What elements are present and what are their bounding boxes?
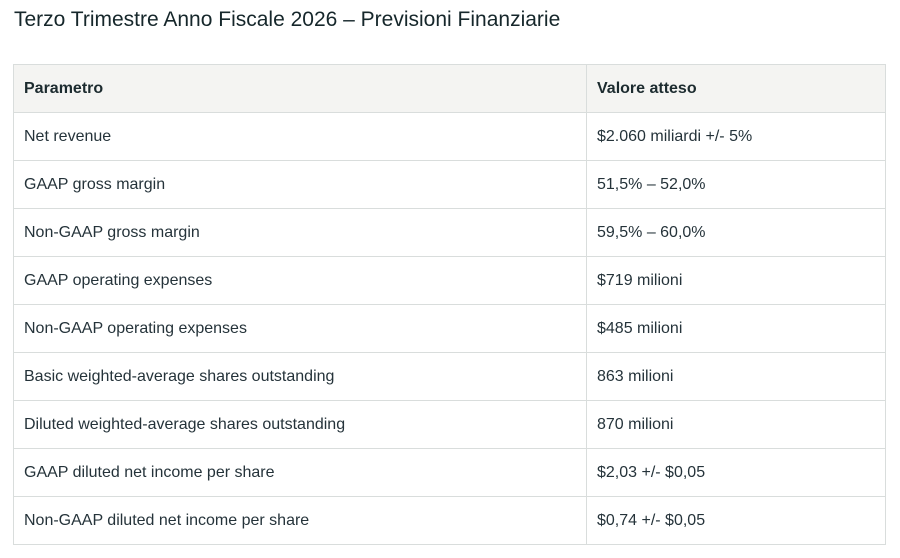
parameter-cell: GAAP operating expenses bbox=[13, 256, 587, 305]
parameter-cell: Non-GAAP operating expenses bbox=[13, 304, 587, 353]
value-cell: $0,74 +/- $0,05 bbox=[586, 496, 886, 545]
parameter-cell: GAAP diluted net income per share bbox=[13, 448, 587, 497]
table-row: Basic weighted-average shares outstandin… bbox=[13, 352, 886, 401]
value-cell: 59,5% – 60,0% bbox=[586, 208, 886, 257]
table-row: Non-GAAP diluted net income per share $0… bbox=[13, 496, 886, 545]
page-title: Terzo Trimestre Anno Fiscale 2026 – Prev… bbox=[14, 8, 561, 31]
parameter-cell: Basic weighted-average shares outstandin… bbox=[13, 352, 587, 401]
table-row: Non-GAAP gross margin 59,5% – 60,0% bbox=[13, 208, 886, 257]
parameter-cell: Non-GAAP gross margin bbox=[13, 208, 587, 257]
value-cell: $485 milioni bbox=[586, 304, 886, 353]
parameter-cell: Diluted weighted-average shares outstand… bbox=[13, 400, 587, 449]
value-cell: $2,03 +/- $0,05 bbox=[586, 448, 886, 497]
parameter-cell: Net revenue bbox=[13, 112, 587, 161]
table-header-row: Parametro Valore atteso bbox=[13, 64, 886, 113]
value-cell: 870 milioni bbox=[586, 400, 886, 449]
table-row: GAAP gross margin 51,5% – 52,0% bbox=[13, 160, 886, 209]
table-row: Non-GAAP operating expenses $485 milioni bbox=[13, 304, 886, 353]
table-row: Diluted weighted-average shares outstand… bbox=[13, 400, 886, 449]
table-row: GAAP operating expenses $719 milioni bbox=[13, 256, 886, 305]
guidance-table: Parametro Valore atteso Net revenue $2.0… bbox=[13, 64, 886, 545]
parameter-cell: GAAP gross margin bbox=[13, 160, 587, 209]
value-cell: 863 milioni bbox=[586, 352, 886, 401]
table-row: GAAP diluted net income per share $2,03 … bbox=[13, 448, 886, 497]
parameter-cell: Non-GAAP diluted net income per share bbox=[13, 496, 587, 545]
value-cell: 51,5% – 52,0% bbox=[586, 160, 886, 209]
table-row: Net revenue $2.060 miliardi +/- 5% bbox=[13, 112, 886, 161]
column-header-parameter: Parametro bbox=[13, 64, 587, 113]
column-header-expected-value: Valore atteso bbox=[586, 64, 886, 113]
value-cell: $719 milioni bbox=[586, 256, 886, 305]
value-cell: $2.060 miliardi +/- 5% bbox=[586, 112, 886, 161]
